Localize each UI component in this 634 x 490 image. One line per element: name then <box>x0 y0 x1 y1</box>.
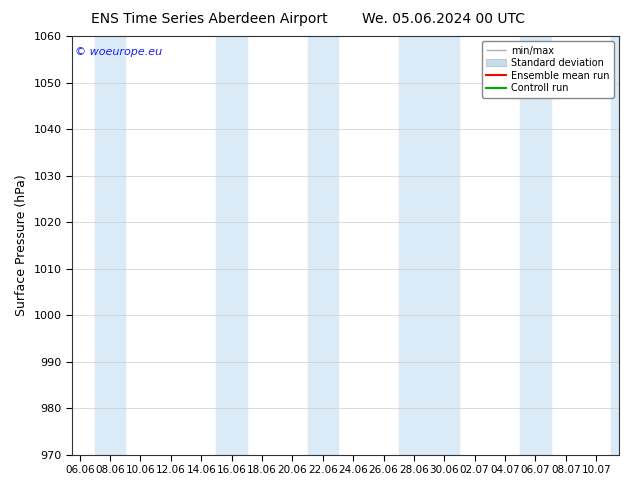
Bar <box>611 36 634 455</box>
Legend: min/max, Standard deviation, Ensemble mean run, Controll run: min/max, Standard deviation, Ensemble me… <box>482 41 614 98</box>
Text: ENS Time Series Aberdeen Airport: ENS Time Series Aberdeen Airport <box>91 12 328 26</box>
Bar <box>521 36 551 455</box>
Y-axis label: Surface Pressure (hPa): Surface Pressure (hPa) <box>15 174 28 316</box>
Bar <box>399 36 460 455</box>
Bar <box>216 36 247 455</box>
Bar <box>307 36 338 455</box>
Text: © woeurope.eu: © woeurope.eu <box>75 47 162 57</box>
Bar <box>95 36 126 455</box>
Text: We. 05.06.2024 00 UTC: We. 05.06.2024 00 UTC <box>362 12 526 26</box>
